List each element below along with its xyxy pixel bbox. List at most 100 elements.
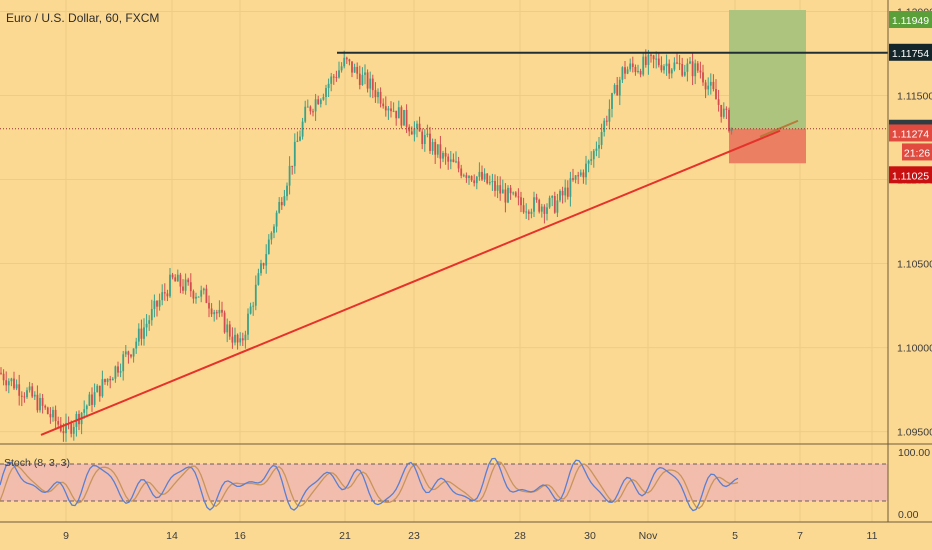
candle — [348, 58, 351, 66]
candle-body — [520, 197, 522, 206]
candle — [426, 124, 429, 138]
candle — [694, 59, 697, 85]
candle-body — [522, 205, 525, 213]
candle — [39, 393, 41, 413]
candle — [7, 378, 10, 394]
candle — [647, 49, 650, 75]
candle-body — [491, 181, 494, 183]
candle — [663, 64, 665, 74]
candle-body — [676, 62, 678, 64]
candle-body — [436, 144, 439, 155]
candle-body — [681, 63, 684, 76]
candle-body — [603, 120, 606, 132]
time-tick-label: 30 — [584, 530, 596, 542]
candle-body — [494, 181, 496, 191]
trendline-extension[interactable] — [759, 119, 799, 138]
candle-body — [644, 56, 647, 65]
candle-body — [39, 398, 41, 411]
candle — [52, 406, 54, 422]
candle-body — [150, 308, 153, 321]
candle — [104, 378, 106, 385]
candle-body — [455, 161, 457, 163]
candle-body — [416, 123, 418, 129]
price-tick-label: 1.09500 — [897, 427, 932, 439]
candle — [101, 370, 104, 398]
candle-body — [600, 131, 603, 145]
symbol-title: Euro / U.S. Dollar, 60, FXCM — [6, 11, 159, 25]
candle-body — [49, 413, 52, 418]
time-tick-label: 16 — [234, 530, 246, 542]
candle-body — [197, 296, 200, 298]
candle-body — [668, 63, 671, 74]
candle — [143, 318, 145, 346]
candles — [0, 49, 733, 442]
candle-body — [236, 334, 239, 343]
candle-body — [663, 66, 665, 71]
candle-body — [564, 187, 567, 196]
candle-body — [257, 273, 260, 285]
candle-body — [348, 59, 351, 62]
candle — [72, 422, 75, 441]
candle — [364, 64, 366, 85]
candle — [668, 59, 671, 79]
candle-body — [390, 108, 392, 112]
candle — [501, 179, 504, 194]
trendline[interactable] — [40, 129, 781, 436]
candle — [462, 173, 465, 178]
candle — [522, 197, 525, 214]
candle — [98, 385, 101, 402]
candle-body — [132, 348, 135, 357]
candle — [226, 318, 229, 343]
candle — [257, 268, 260, 286]
candle-body — [221, 309, 223, 313]
candle — [598, 137, 600, 158]
price-badge-text: 21:26 — [904, 147, 930, 159]
candle — [210, 303, 213, 317]
candle — [574, 175, 577, 184]
candle — [634, 64, 637, 76]
candle-body — [202, 288, 205, 291]
candle — [166, 289, 169, 302]
drawing-lines[interactable] — [0, 51, 888, 436]
candle — [730, 127, 733, 135]
candle-body — [533, 197, 535, 212]
candle — [429, 126, 431, 154]
candle-body — [140, 328, 143, 339]
candle — [382, 98, 385, 109]
candle — [439, 135, 442, 169]
candle — [223, 310, 226, 334]
time-tick-label: 11 — [867, 530, 878, 542]
candle-body — [426, 133, 429, 135]
candle-body — [286, 185, 288, 197]
candle — [117, 361, 119, 377]
candle — [689, 57, 691, 65]
price-badge: 1.11949 — [889, 11, 932, 29]
candle — [262, 262, 265, 270]
candle — [369, 71, 372, 98]
candle — [527, 209, 530, 221]
candle — [20, 391, 23, 407]
candle — [13, 371, 15, 390]
candle — [579, 169, 582, 177]
candle — [215, 309, 218, 320]
candle — [455, 151, 457, 164]
candle-body — [691, 61, 694, 77]
candle — [553, 191, 556, 214]
candle-body — [247, 313, 249, 335]
candle — [566, 180, 569, 200]
candle — [496, 176, 499, 199]
candle-body — [176, 274, 179, 282]
candle — [301, 117, 304, 140]
candle-body — [171, 274, 174, 278]
candle-body — [122, 354, 125, 372]
price-badge-text: 1.11025 — [892, 170, 929, 182]
candle-body — [13, 378, 15, 389]
candle — [418, 116, 421, 132]
candle — [267, 234, 270, 255]
candle — [371, 74, 374, 99]
candle — [660, 56, 663, 73]
candle — [33, 391, 36, 401]
candle — [119, 363, 122, 378]
